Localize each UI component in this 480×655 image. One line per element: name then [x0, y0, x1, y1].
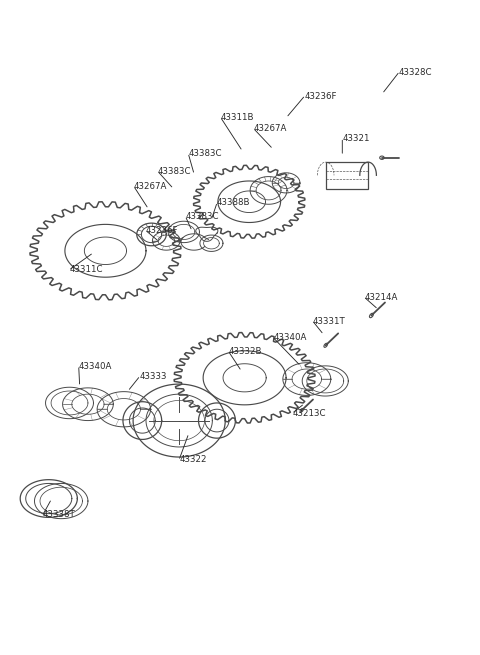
Text: 43214A: 43214A: [364, 293, 398, 302]
Text: 43311C: 43311C: [70, 265, 103, 274]
Bar: [326, 162, 368, 189]
Text: 43332B: 43332B: [228, 347, 262, 356]
Text: 43383C: 43383C: [158, 167, 192, 176]
Text: 43267A: 43267A: [134, 182, 168, 191]
Text: 43322: 43322: [179, 455, 207, 464]
Ellipse shape: [300, 409, 303, 412]
Text: 43338T: 43338T: [43, 510, 75, 519]
Text: 43340A: 43340A: [273, 333, 307, 342]
Text: 43388B: 43388B: [217, 198, 251, 208]
Ellipse shape: [370, 313, 373, 318]
Text: 43340A: 43340A: [79, 362, 112, 371]
Ellipse shape: [380, 156, 384, 159]
Text: 43328C: 43328C: [399, 67, 432, 77]
Text: 43236F: 43236F: [146, 226, 179, 235]
Text: 43383C: 43383C: [188, 149, 222, 159]
Ellipse shape: [324, 343, 327, 347]
Text: 43331T: 43331T: [313, 317, 346, 326]
Text: 43267A: 43267A: [254, 124, 287, 134]
Text: 43213C: 43213C: [292, 409, 326, 417]
Text: 43321: 43321: [342, 134, 370, 143]
Text: 43236F: 43236F: [304, 92, 337, 101]
Text: 43333: 43333: [140, 372, 167, 381]
Text: 43383C: 43383C: [186, 212, 219, 221]
Text: 43311B: 43311B: [221, 113, 254, 122]
